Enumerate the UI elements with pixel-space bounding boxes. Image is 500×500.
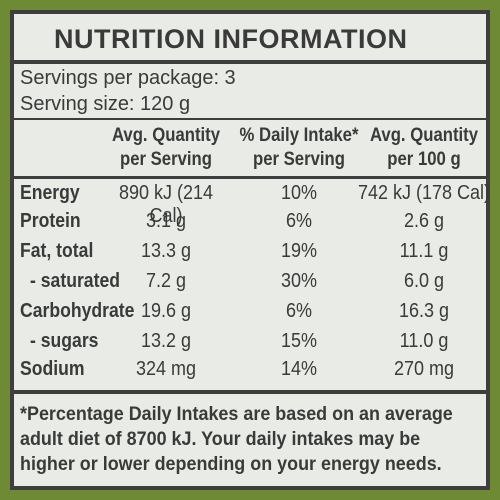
col-header-per-100g-line2: per 100 g: [387, 149, 461, 170]
sodium-per-serving: 324 mg: [135, 358, 197, 380]
sodium-per-100g: 270 mg: [393, 358, 455, 380]
col-header-daily-intake-line1: % Daily Intake*: [239, 125, 359, 146]
protein-per-serving: 3.1 g: [145, 210, 187, 232]
protein-per-100g: 2.6 g: [403, 210, 445, 232]
footnote-line-3: higher or lower depending on your energy…: [20, 453, 442, 475]
saturated-per-serving: 7.2 g: [145, 270, 187, 292]
nutrition-panel: NUTRITION INFORMATION Servings per packa…: [10, 10, 490, 490]
col-header-per-serving-line1: Avg. Quantity: [111, 125, 221, 146]
sugars-per-serving: 13.2 g: [140, 330, 192, 352]
saturated-per-100g: 6.0 g: [403, 270, 445, 292]
row-label-sugars: - sugars: [30, 330, 99, 352]
row-label-energy: Energy: [20, 182, 80, 204]
protein-daily-intake: 6%: [285, 210, 313, 232]
row-label-sodium: Sodium: [20, 358, 85, 380]
row-label-protein: Protein: [20, 210, 81, 232]
sugars-per-100g: 11.0 g: [399, 330, 449, 352]
fat-total-daily-intake: 19%: [280, 240, 318, 262]
carbohydrate-per-serving: 19.6 g: [140, 300, 192, 322]
col-header-daily-intake: % Daily Intake* per Serving: [233, 124, 365, 172]
panel-title: NUTRITION INFORMATION: [54, 24, 408, 54]
sodium-daily-intake: 14%: [280, 358, 318, 380]
col-header-per-serving: Avg. Quantity per Serving: [104, 124, 227, 172]
info-rule: [14, 118, 486, 120]
row-label-carbohydrate: Carbohydrate: [20, 300, 135, 322]
carbohydrate-per-100g: 16.3 g: [398, 300, 450, 322]
table-bottom-rule: [14, 390, 486, 394]
saturated-daily-intake: 30%: [280, 270, 318, 292]
energy-daily-intake: 10%: [280, 182, 318, 204]
col-header-per-100g-line1: Avg. Quantity: [369, 125, 479, 146]
footnote-line-2: adult diet of 8700 kJ. Your daily intake…: [20, 428, 421, 450]
footnote: *Percentage Daily Intakes are based on a…: [20, 402, 490, 477]
row-label-saturated: - saturated: [30, 270, 120, 292]
col-header-daily-intake-line2: per Serving: [252, 149, 345, 170]
energy-per-serving: 890 kJ (214 Cal): [118, 182, 214, 227]
footnote-line-1: *Percentage Daily Intakes are based on a…: [20, 403, 453, 425]
col-header-per-100g: Avg. Quantity per 100 g: [362, 124, 485, 172]
carbohydrate-daily-intake: 6%: [285, 300, 313, 322]
sugars-daily-intake: 15%: [280, 330, 318, 352]
energy-per-100g: 742 kJ (178 Cal): [357, 182, 491, 204]
header-rule: [14, 176, 486, 179]
row-label-fat-total: Fat, total: [20, 240, 94, 262]
col-header-per-serving-line2: per Serving: [119, 149, 212, 170]
fat-total-per-serving: 13.3 g: [140, 240, 192, 262]
servings-per-package: Servings per package: 3: [20, 67, 236, 89]
title-rule: [14, 60, 486, 64]
fat-total-per-100g: 11.1 g: [399, 240, 449, 262]
serving-size: Serving size: 120 g: [20, 93, 191, 115]
